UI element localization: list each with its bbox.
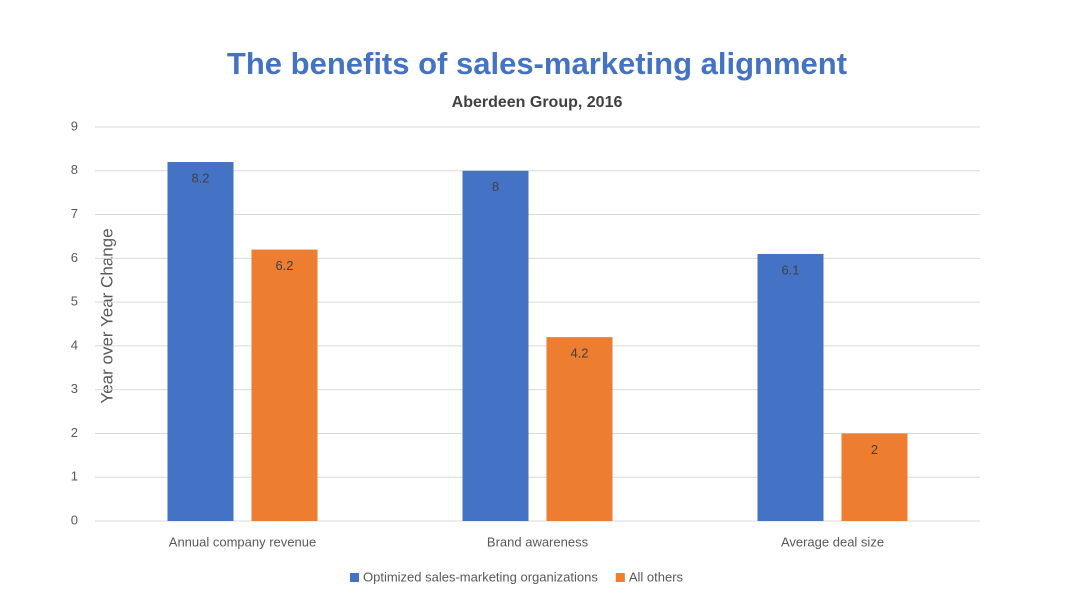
data-label: 4.2 — [570, 346, 588, 361]
x-tick-label: Average deal size — [781, 534, 884, 549]
legend-swatch — [615, 573, 625, 582]
data-label: 2 — [871, 442, 878, 457]
y-tick-label: 1 — [71, 469, 78, 484]
bar — [757, 253, 824, 521]
data-label: 8 — [492, 179, 499, 194]
legend-label: All others — [629, 569, 684, 584]
chart-subtitle: Aberdeen Group, 2016 — [452, 94, 623, 111]
data-label: 6.1 — [781, 262, 799, 277]
x-tick-label: Brand awareness — [487, 534, 589, 549]
legend-label: Optimized sales-marketing organizations — [363, 569, 598, 584]
legend-swatch — [350, 573, 359, 582]
y-tick-label: 4 — [71, 337, 78, 352]
y-tick-label: 3 — [71, 381, 78, 396]
bar — [546, 337, 613, 521]
bar — [462, 170, 529, 521]
y-tick-label: 5 — [71, 294, 78, 309]
y-tick-label: 8 — [71, 162, 78, 177]
bar — [841, 433, 908, 521]
data-label: 8.2 — [191, 170, 209, 185]
data-label: 6.2 — [275, 258, 293, 273]
y-tick-label: 7 — [71, 206, 78, 221]
y-tick-label: 0 — [71, 512, 78, 527]
bar — [251, 249, 318, 522]
bar — [167, 162, 234, 521]
x-tick-label: Annual company revenue — [169, 534, 316, 549]
y-tick-label: 6 — [71, 250, 78, 265]
y-axis-label: Year over Year Change — [97, 228, 116, 403]
y-tick-label: 2 — [71, 425, 78, 440]
y-tick-label: 9 — [71, 118, 78, 133]
chart-title: The benefits of sales-marketing alignmen… — [227, 46, 847, 81]
